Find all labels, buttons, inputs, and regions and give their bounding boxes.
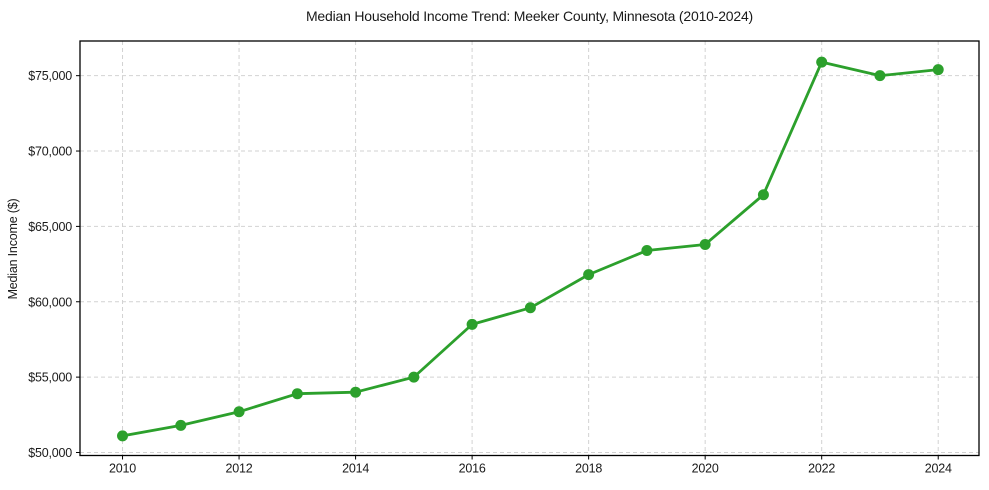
data-point-2011: [175, 419, 187, 431]
data-point-2018: [583, 269, 595, 281]
x-tick-label: 2016: [459, 462, 486, 476]
data-point-2024: [932, 64, 944, 76]
plot-border: [79, 40, 980, 457]
trend-line: [121, 60, 940, 438]
x-tick-label: 2022: [808, 462, 835, 476]
data-point-2014: [350, 386, 362, 398]
y-axis-label: Median Income ($): [6, 198, 20, 300]
data-point-2010: [117, 430, 129, 442]
data-points: [117, 56, 944, 442]
y-tick-label: $65,000: [28, 220, 72, 234]
grid-lines: [80, 41, 979, 456]
chart-title: Median Household Income Trend: Meeker Co…: [305, 8, 754, 24]
y-tick-label: $55,000: [28, 371, 72, 385]
data-point-2019: [641, 245, 653, 257]
data-point-2023: [874, 70, 886, 82]
data-point-2021: [757, 189, 769, 201]
y-tick-labels: $50,000 $55,000 $60,000 $65,000 $70,000 $75,0…: [28, 69, 72, 460]
x-tick-label: 2020: [692, 462, 719, 476]
x-tick-label: 2014: [342, 462, 369, 476]
y-tick-label: $60,000: [28, 295, 72, 309]
x-tick-label: 2010: [109, 462, 136, 476]
y-tick-label: $70,000: [28, 145, 72, 159]
x-tick-label: 2012: [226, 462, 253, 476]
data-point-2017: [524, 302, 536, 314]
data-point-2020: [699, 238, 711, 250]
data-point-2015: [408, 371, 420, 383]
y-tick-label: $50,000: [28, 446, 72, 460]
data-point-2022: [816, 56, 828, 68]
x-tick-label: 2018: [575, 462, 602, 476]
x-tick-label: 2024: [925, 462, 952, 476]
x-tick-labels: 2010 2012 2014 2016 2018 2020 2022 2024: [109, 462, 952, 476]
y-tick-label: $75,000: [28, 69, 72, 83]
axis-tick-marks: [76, 75, 939, 460]
data-point-2012: [233, 406, 245, 418]
data-point-2013: [291, 388, 303, 400]
data-point-2016: [466, 318, 478, 330]
